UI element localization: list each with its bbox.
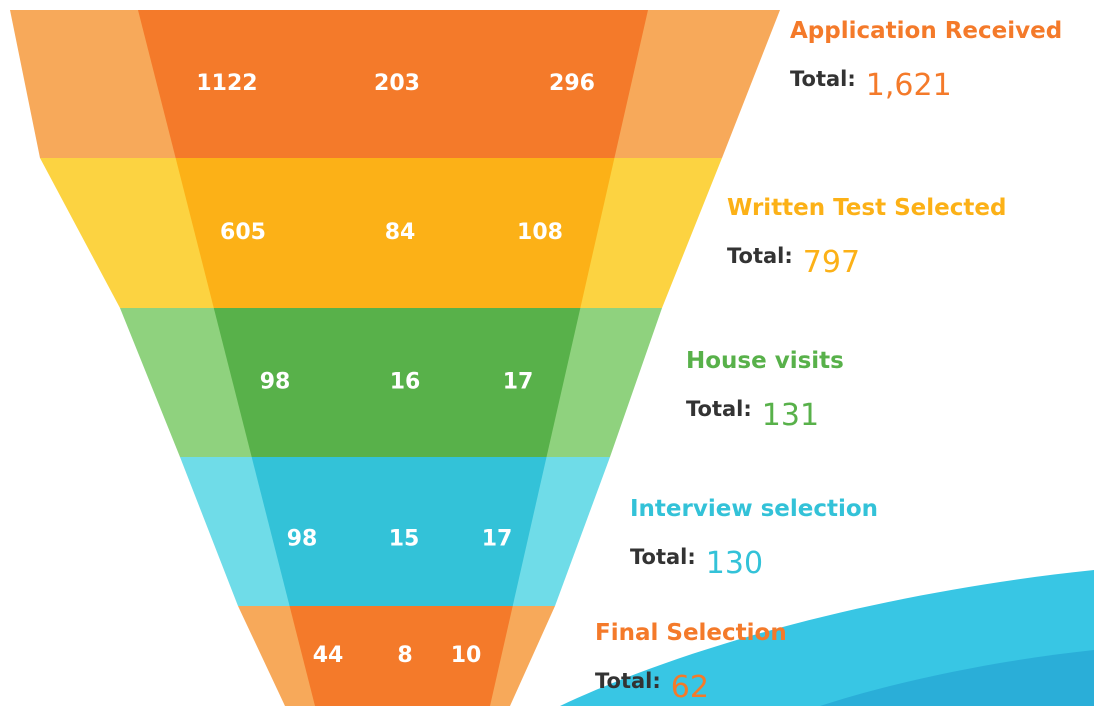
stage-name: Application Received [790,18,1062,44]
stage-value: 16 [390,370,421,395]
stage-value: 108 [517,220,563,245]
stage-value: 15 [389,527,420,552]
stage-value: 1122 [196,71,257,96]
total-label: Total: [790,67,856,91]
stage-value: 44 [313,643,344,668]
stage-name: Interview selection [630,496,878,522]
stage-value: 296 [549,71,595,96]
total-label: Total: [595,669,661,693]
stage-value: 203 [374,71,420,96]
stage-value: 17 [482,527,513,552]
total-value: 797 [803,245,860,280]
stage-value: 98 [260,370,291,395]
stage-value: 17 [503,370,534,395]
stage-value: 605 [220,220,266,245]
stage-value: 84 [385,220,416,245]
stage-value: 98 [287,527,318,552]
stage-name: House visits [686,348,844,374]
stage-name: Final Selection [595,620,787,646]
total-label: Total: [630,545,696,569]
stage-value: 10 [451,643,482,668]
total-value: 62 [671,670,709,705]
stage-name: Written Test Selected [727,195,1006,221]
total-value: 131 [762,398,819,433]
funnel-infographic: 1122 203 296 Application Received Total: 1,62… [0,0,1094,706]
stage-value: 8 [397,643,412,668]
total-label: Total: [727,244,793,268]
total-value: 130 [706,546,763,581]
total-value: 1,621 [866,68,952,103]
total-label: Total: [686,397,752,421]
